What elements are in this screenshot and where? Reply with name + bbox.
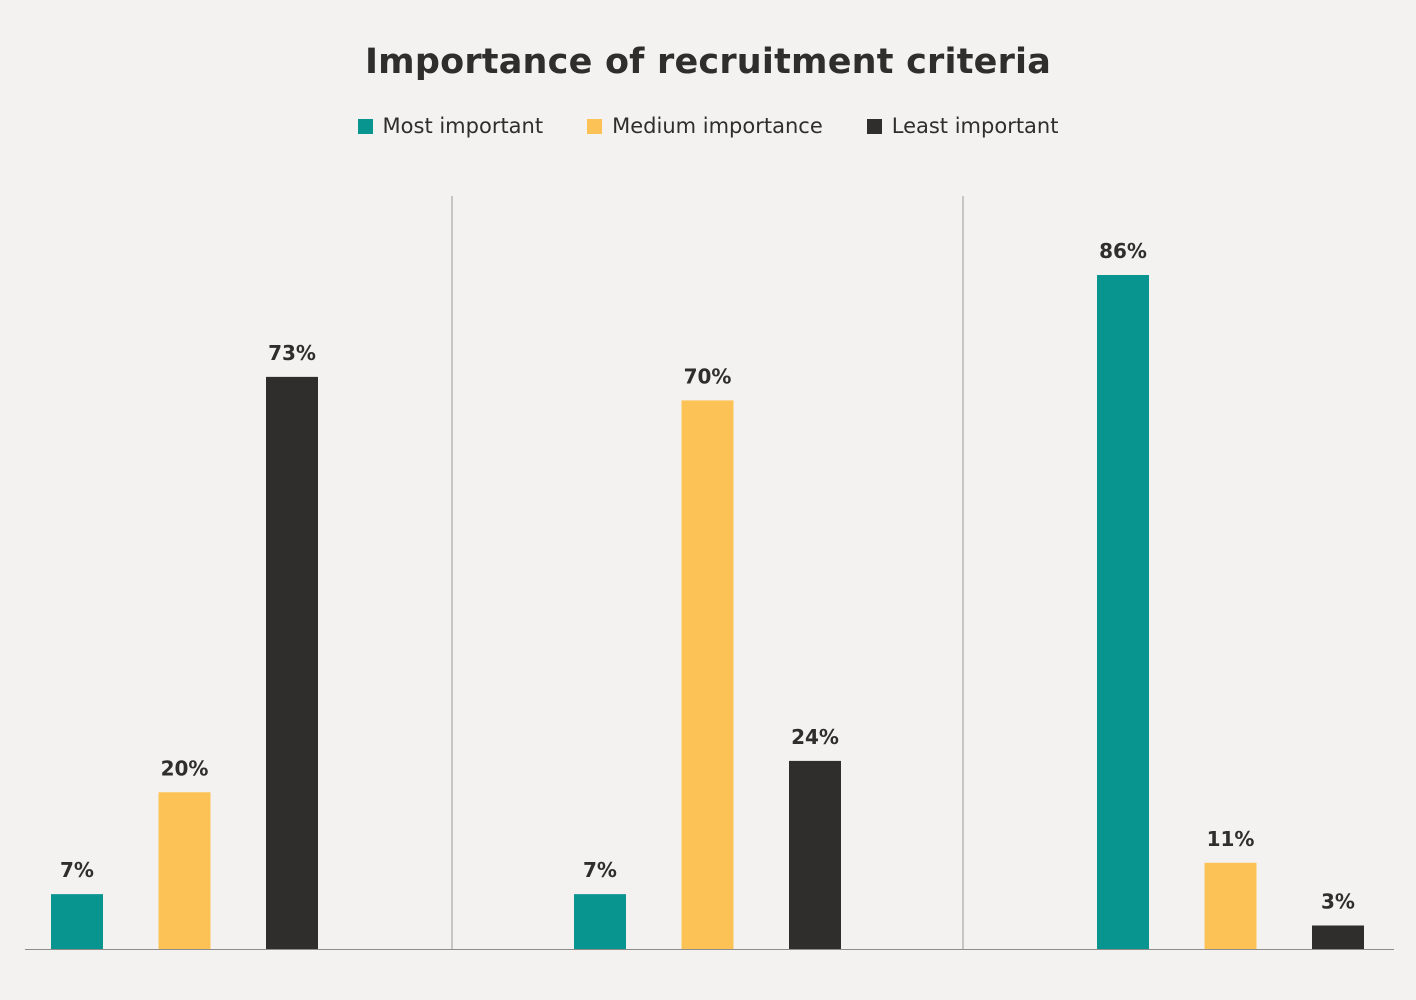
bar-label-least-important-group-1: 73% — [268, 341, 316, 365]
bar-most-important-group-3 — [1097, 275, 1149, 949]
bar-most-important-group-2 — [574, 894, 626, 949]
legend-item-least-important: Least important — [866, 114, 1059, 138]
legend-label-medium-importance: Medium importance — [612, 114, 823, 138]
bar-label-least-important-group-3: 3% — [1321, 889, 1355, 913]
bar-medium-importance-group-1 — [158, 792, 211, 949]
bar-least-important-group-1 — [266, 376, 318, 949]
legend-label-most-important: Most important — [382, 114, 544, 138]
bar-label-medium-importance-group-2: 70% — [684, 364, 732, 388]
bar-least-important-group-2 — [789, 760, 841, 949]
legend-label-least-important: Least important — [891, 114, 1059, 138]
bar-label-medium-importance-group-1: 20% — [161, 756, 209, 780]
legend: Most important Medium importance Least i… — [0, 114, 1416, 138]
bar-label-most-important-group-3: 86% — [1099, 239, 1147, 263]
legend-item-most-important: Most important — [357, 114, 544, 138]
legend-swatch-least-important — [866, 118, 882, 134]
bar-most-important-group-1 — [51, 894, 103, 949]
legend-swatch-most-important — [357, 118, 373, 134]
bar-label-most-important-group-1: 7% — [60, 858, 94, 882]
bar-label-most-important-group-2: 7% — [583, 858, 617, 882]
bar-label-least-important-group-2: 24% — [791, 725, 839, 749]
legend-item-medium-importance: Medium importance — [587, 114, 823, 138]
chart-title: Importance of recruitment criteria — [364, 42, 1052, 82]
bar-label-medium-importance-group-3: 11% — [1207, 827, 1255, 851]
legend-swatch-medium-importance — [587, 118, 603, 134]
bar-medium-importance-group-2 — [681, 400, 734, 949]
bar-medium-importance-group-3 — [1204, 862, 1257, 949]
bar-least-important-group-3 — [1312, 925, 1364, 949]
